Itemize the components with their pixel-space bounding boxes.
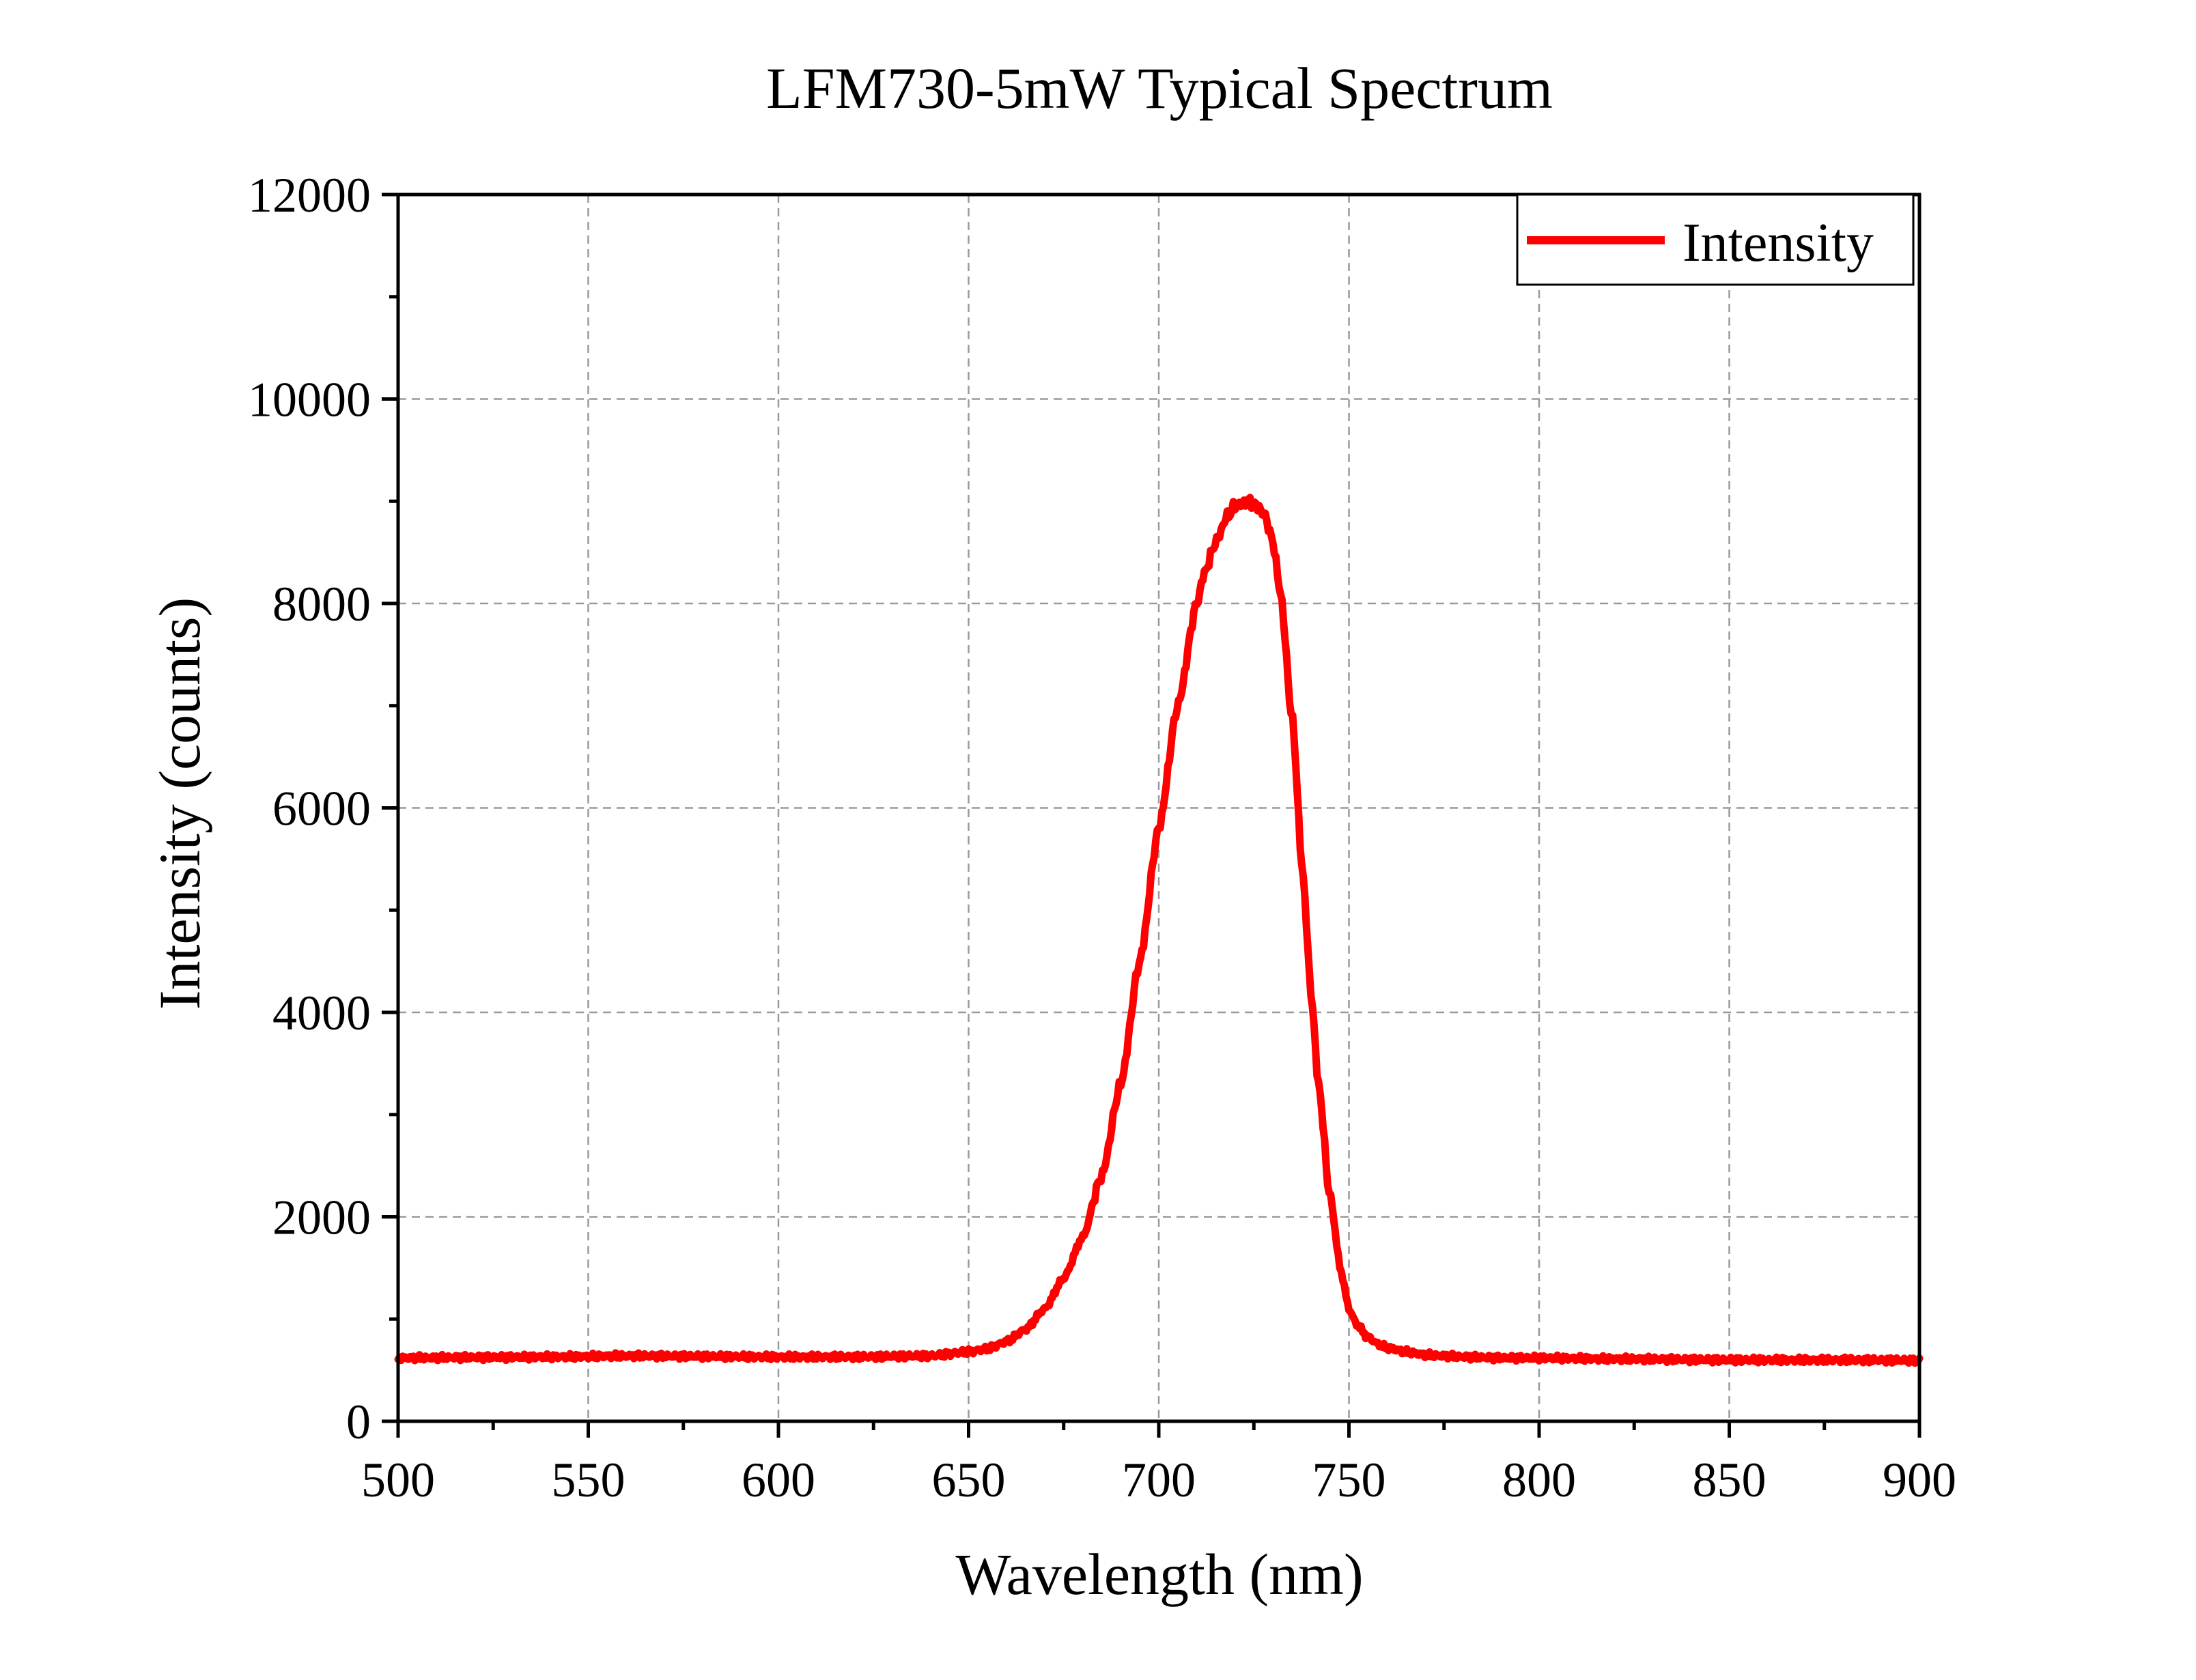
x-tick-label: 800 <box>1502 1453 1576 1507</box>
y-tick-label: 8000 <box>272 577 371 631</box>
x-tick-label: 900 <box>1883 1453 1956 1507</box>
x-tick-labels: 500 550 600 650 700 750 800 850 900 <box>361 1453 1956 1507</box>
x-tick-label: 750 <box>1312 1453 1386 1507</box>
chart-title: LFM730-5mW Typical Spectrum <box>766 55 1553 121</box>
x-tick-label: 850 <box>1693 1453 1766 1507</box>
x-axis-label: Wavelength (nm) <box>955 1541 1363 1607</box>
y-tick-label: 4000 <box>272 986 371 1040</box>
y-tick-label: 10000 <box>248 373 371 427</box>
tick-marks <box>382 193 1922 1438</box>
y-tick-label: 0 <box>346 1395 371 1449</box>
legend-label: Intensity <box>1683 213 1874 273</box>
legend: Intensity <box>1516 193 1915 286</box>
y-tick-labels: 0 2000 4000 6000 8000 10000 12000 <box>248 168 371 1449</box>
intensity-series-line <box>394 494 1924 1367</box>
grid-lines <box>398 195 1919 1421</box>
y-axis-label: Intensity (counts) <box>147 597 212 1010</box>
plot-series <box>394 494 1924 1367</box>
x-tick-label: 500 <box>361 1453 435 1507</box>
x-tick-label: 650 <box>932 1453 1006 1507</box>
y-tick-label: 6000 <box>272 782 371 836</box>
x-tick-label: 700 <box>1122 1453 1196 1507</box>
x-tick-label: 550 <box>552 1453 625 1507</box>
y-tick-label: 12000 <box>248 168 371 223</box>
x-tick-label: 600 <box>742 1453 815 1507</box>
y-tick-label: 2000 <box>272 1191 371 1245</box>
